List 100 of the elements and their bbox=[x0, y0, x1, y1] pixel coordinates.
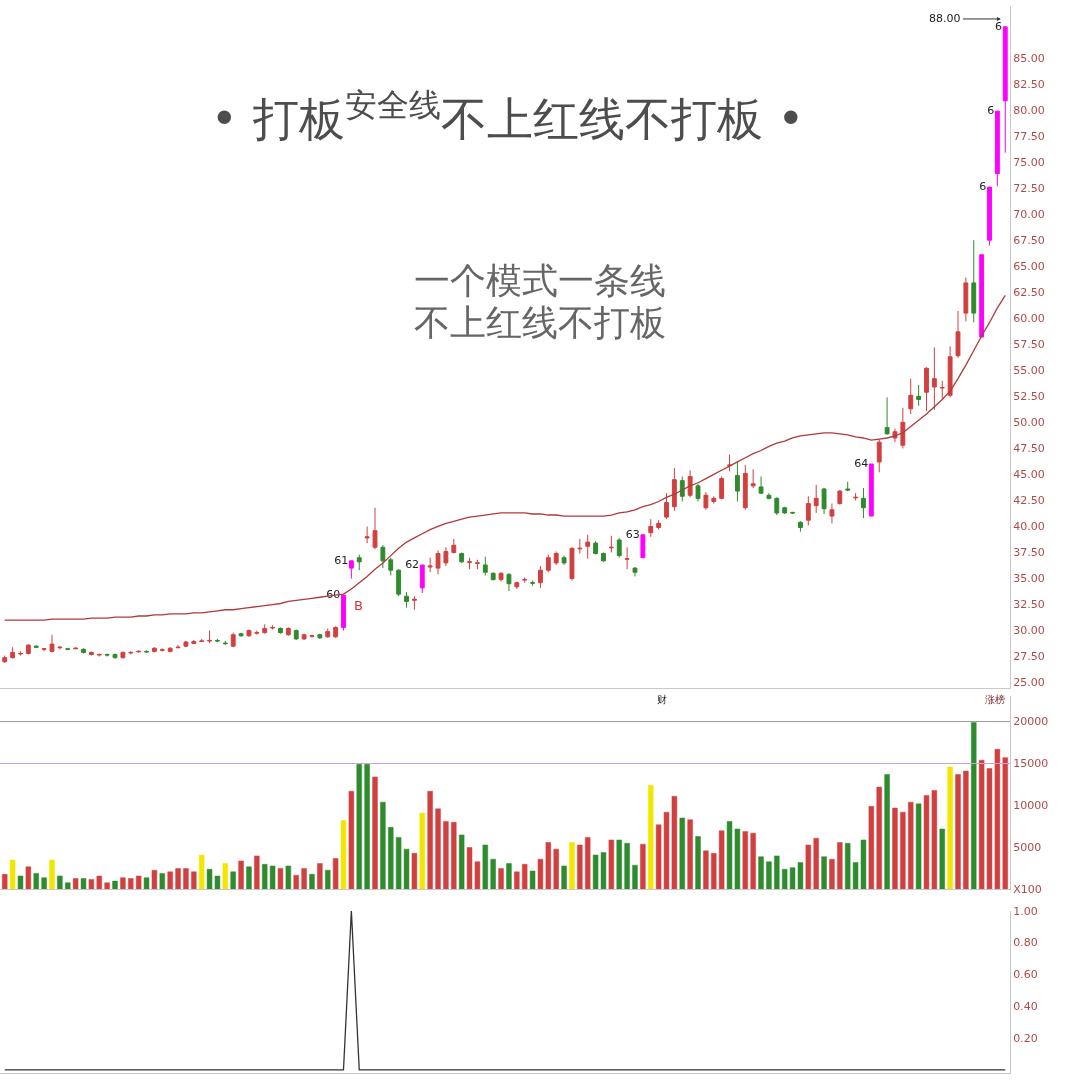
bar bbox=[703, 850, 709, 890]
bar bbox=[908, 801, 914, 890]
bar bbox=[191, 871, 197, 890]
bar bbox=[2, 874, 8, 890]
bar bbox=[356, 764, 362, 890]
bar bbox=[72, 878, 79, 890]
candlestick bbox=[931, 346, 937, 411]
candlestick bbox=[301, 633, 307, 641]
bar bbox=[774, 855, 780, 890]
bar bbox=[837, 842, 843, 890]
bar bbox=[569, 842, 575, 890]
annotation: B bbox=[354, 598, 363, 613]
candlestick bbox=[309, 634, 315, 639]
bar bbox=[648, 785, 654, 890]
candlestick bbox=[467, 557, 472, 570]
candlestick bbox=[238, 632, 244, 638]
bar bbox=[104, 882, 110, 890]
y-tick-label: 47.50 bbox=[1013, 442, 1045, 456]
bar bbox=[529, 870, 536, 890]
candlestick bbox=[222, 640, 228, 646]
candlestick bbox=[813, 484, 819, 514]
annotation: 不上红线不打板 bbox=[414, 302, 666, 343]
bar bbox=[711, 853, 717, 890]
y-tick-label: 35.00 bbox=[1013, 572, 1045, 586]
y-tick-label: 70.00 bbox=[1013, 208, 1045, 222]
candlestick bbox=[924, 366, 929, 412]
y-tick-label: 40.00 bbox=[1013, 520, 1045, 534]
bar bbox=[458, 834, 465, 890]
bar bbox=[364, 764, 370, 890]
candlestick bbox=[648, 518, 654, 538]
text: 63 bbox=[625, 527, 640, 541]
bar bbox=[522, 864, 528, 890]
bar bbox=[750, 832, 756, 890]
bar bbox=[88, 879, 95, 890]
candlestick bbox=[530, 580, 535, 587]
y-tick-label: 15000 bbox=[1013, 757, 1049, 771]
bar bbox=[758, 856, 764, 890]
bar bbox=[451, 822, 457, 890]
candlestick bbox=[120, 650, 126, 659]
candlestick bbox=[916, 384, 922, 407]
text: 61 bbox=[334, 553, 349, 567]
bar bbox=[679, 817, 685, 890]
y-tick-label: 0.60 bbox=[1013, 968, 1038, 982]
bar bbox=[96, 875, 102, 890]
candlestick bbox=[419, 564, 425, 594]
text: 64 bbox=[854, 456, 869, 470]
candlestick bbox=[569, 546, 575, 582]
candlestick bbox=[285, 626, 291, 637]
candlestick bbox=[490, 572, 496, 582]
candlestick bbox=[254, 630, 260, 636]
bar bbox=[695, 836, 701, 890]
bar bbox=[805, 844, 812, 890]
candlestick bbox=[215, 638, 220, 643]
candlestick bbox=[317, 633, 323, 640]
bar bbox=[435, 808, 441, 890]
bar bbox=[25, 866, 32, 890]
y-tick-label: 37.50 bbox=[1013, 546, 1045, 560]
candlestick bbox=[979, 254, 985, 338]
candlestick bbox=[782, 507, 788, 515]
candlestick bbox=[553, 550, 559, 566]
bar bbox=[876, 786, 882, 890]
y-tick-label: 20000 bbox=[1013, 715, 1049, 729]
candlestick bbox=[57, 645, 63, 650]
candlestick bbox=[151, 646, 157, 653]
candlestick bbox=[514, 581, 520, 590]
candlestick bbox=[411, 595, 417, 611]
bar bbox=[269, 865, 276, 890]
annotation: 一个模式一条线 bbox=[414, 260, 666, 301]
candlestick bbox=[293, 629, 299, 641]
candlestick bbox=[175, 644, 181, 649]
bar bbox=[514, 871, 520, 890]
candlestick bbox=[829, 503, 835, 524]
bar bbox=[971, 722, 977, 890]
bar bbox=[900, 811, 906, 890]
candlestick bbox=[774, 496, 780, 516]
candlestick bbox=[861, 487, 866, 519]
bar bbox=[955, 774, 961, 890]
candlestick bbox=[703, 491, 709, 511]
candlestick bbox=[159, 647, 165, 652]
bar bbox=[285, 865, 292, 890]
candlestick bbox=[262, 623, 268, 634]
y-tick-label: 82.50 bbox=[1013, 77, 1045, 91]
bar bbox=[301, 868, 307, 890]
candlestick bbox=[451, 538, 457, 555]
bar bbox=[640, 843, 646, 890]
y-tick-label: 0.20 bbox=[1013, 1031, 1038, 1045]
candlestick bbox=[388, 557, 394, 576]
bar bbox=[167, 871, 173, 890]
candlestick bbox=[711, 495, 717, 505]
candlestick bbox=[987, 186, 992, 246]
y-tick-label: 52.50 bbox=[1013, 390, 1045, 404]
bar bbox=[135, 875, 142, 890]
candlestick bbox=[88, 650, 94, 657]
candlestick bbox=[679, 476, 685, 502]
candlestick bbox=[963, 277, 969, 322]
candlestick bbox=[372, 507, 378, 550]
bar bbox=[553, 848, 559, 890]
candlestick bbox=[112, 652, 118, 660]
candlestick bbox=[207, 630, 212, 644]
bar bbox=[813, 838, 819, 890]
